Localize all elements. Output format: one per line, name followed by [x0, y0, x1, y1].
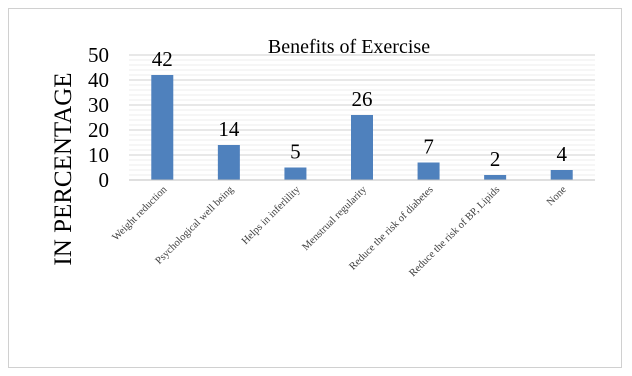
- data-labels: 42 14 5 26 7 2 4: [152, 47, 568, 171]
- x-tick-label: Psychological well being: [154, 184, 237, 267]
- data-label: 14: [218, 117, 240, 141]
- x-tick-label: Helps in inferlility: [240, 184, 303, 247]
- y-tick-label: 30: [88, 93, 109, 117]
- x-tick-label: Weight reduction: [110, 184, 169, 243]
- data-label: 2: [490, 147, 501, 171]
- data-label: 4: [556, 142, 567, 166]
- y-tick-label: 20: [88, 118, 109, 142]
- bar: [284, 167, 307, 180]
- bars: [151, 75, 573, 180]
- x-tick-label: Menstrual regularity: [301, 184, 370, 253]
- bar: [217, 145, 240, 180]
- data-label: 26: [352, 87, 373, 111]
- bar: [550, 170, 573, 180]
- y-tick-label: 10: [88, 143, 109, 167]
- chart-title: Benefits of Exercise: [268, 36, 430, 58]
- bar: [417, 162, 440, 180]
- data-label: 7: [423, 135, 434, 159]
- y-tick-label: 40: [88, 68, 109, 92]
- data-label: 42: [152, 47, 173, 71]
- data-label: 5: [290, 140, 301, 164]
- chart-frame: 0 10 20 30 40 50 42 14 5 26 7 2 4 Weight reduction P…: [8, 8, 622, 368]
- bar: [151, 75, 174, 180]
- y-tick-label: 50: [88, 43, 109, 67]
- bar: [484, 175, 507, 180]
- bar: [351, 115, 373, 180]
- x-tick-label: None: [545, 184, 569, 208]
- y-tick-label: 0: [99, 168, 110, 192]
- y-axis-label: IN PERCENTAGE: [50, 72, 77, 265]
